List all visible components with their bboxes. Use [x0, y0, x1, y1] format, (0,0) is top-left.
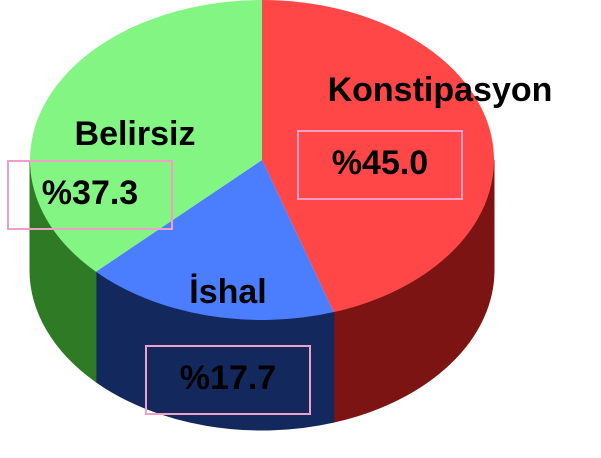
pie-slice — [262, 0, 494, 313]
slice-label: İshal — [189, 273, 266, 311]
value-box — [297, 130, 463, 200]
value-label: %37.3 — [42, 174, 138, 212]
pie-slice — [29, 0, 263, 272]
value-label: %45.0 — [332, 144, 428, 182]
value-label: %17.7 — [180, 359, 276, 397]
slice-label: Konstipasyon — [328, 71, 553, 109]
value-box — [145, 345, 311, 415]
value-box — [7, 160, 173, 230]
pie-slice — [95, 160, 334, 321]
slice-label: Belirsiz — [75, 115, 196, 153]
